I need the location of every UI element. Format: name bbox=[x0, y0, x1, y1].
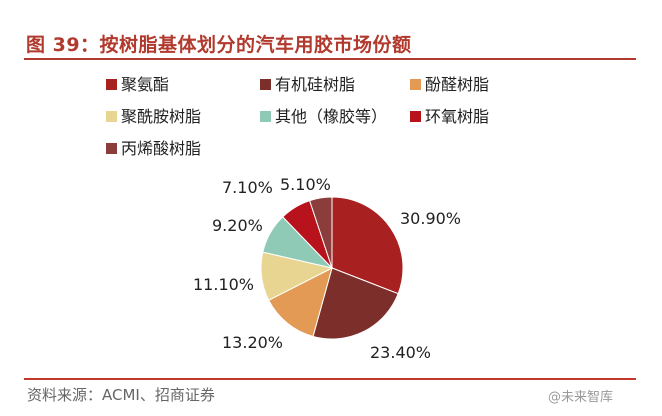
legend-label: 丙烯酸树脂 bbox=[121, 139, 202, 158]
legend-swatch bbox=[410, 111, 421, 122]
legend-label: 其他（橡胶等） bbox=[275, 107, 388, 126]
pie-slice bbox=[309, 196, 333, 269]
slice-value-label: 13.20% bbox=[222, 333, 283, 352]
legend-label: 聚酰胺树脂 bbox=[121, 107, 202, 126]
slice-value-label: 23.40% bbox=[370, 343, 431, 362]
legend-swatch bbox=[106, 143, 117, 154]
legend-swatch bbox=[106, 79, 117, 90]
title-divider bbox=[24, 58, 636, 60]
watermark: @未来智库 bbox=[548, 390, 614, 405]
legend-label: 环氧树脂 bbox=[425, 107, 490, 126]
legend-item: 环氧树脂 bbox=[410, 106, 489, 128]
pie-slice bbox=[331, 196, 404, 295]
pie-value-labels: 30.90% 23.40% 13.20% 11.10% 9.20% 7.10% 5.10% bbox=[193, 175, 461, 362]
legend-swatch bbox=[106, 111, 117, 122]
slice-value-label: 30.90% bbox=[400, 209, 461, 228]
legend-item: 有机硅树脂 bbox=[260, 74, 355, 96]
source-note: 资料来源：ACMI、招商证券 bbox=[27, 386, 215, 404]
slice-value-label: 7.10% bbox=[222, 178, 273, 197]
slice-value-label: 5.10% bbox=[280, 175, 331, 194]
legend-item: 聚氨酯 bbox=[106, 74, 169, 96]
chart-title: 图 39：按树脂基体划分的汽车用胶市场份额 bbox=[26, 34, 412, 56]
legend-item: 聚酰胺树脂 bbox=[106, 106, 201, 128]
pie-slice bbox=[268, 267, 333, 338]
legend-label: 酚醛树脂 bbox=[425, 75, 490, 94]
legend-swatch bbox=[410, 79, 421, 90]
footer-divider bbox=[24, 378, 636, 380]
legend-label: 有机硅树脂 bbox=[275, 75, 356, 94]
legend-swatch bbox=[260, 111, 271, 122]
slice-value-label: 11.10% bbox=[193, 275, 254, 294]
legend-label: 聚氨酯 bbox=[121, 75, 170, 94]
legend-item: 丙烯酸树脂 bbox=[106, 138, 201, 160]
slice-value-label: 9.20% bbox=[212, 216, 263, 235]
legend-item: 酚醛树脂 bbox=[410, 74, 489, 96]
pie-slice bbox=[312, 267, 399, 340]
legend-item: 其他（橡胶等） bbox=[260, 106, 387, 128]
legend-swatch bbox=[260, 79, 271, 90]
pie-slices bbox=[260, 196, 404, 340]
